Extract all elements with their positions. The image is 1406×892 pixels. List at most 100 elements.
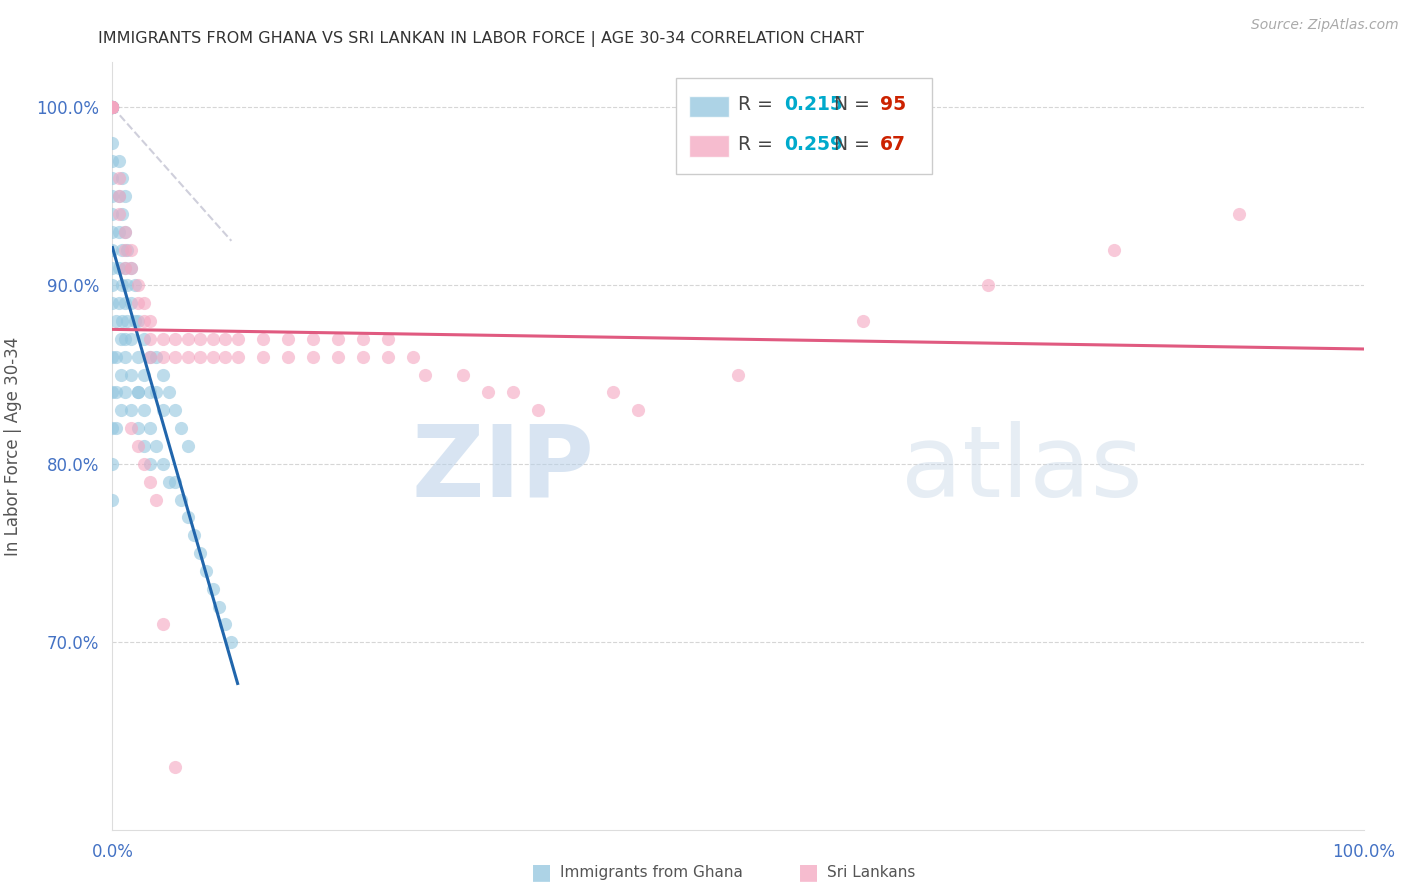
Point: [127, 350, 149, 364]
Point: [101, 278, 124, 293]
Point: [277, 332, 299, 346]
Point: [852, 314, 875, 328]
Point: [107, 296, 129, 310]
Point: [101, 189, 124, 203]
Point: [201, 582, 224, 596]
Point: [114, 260, 136, 275]
Point: [502, 385, 524, 400]
Point: [727, 368, 749, 382]
Text: 95: 95: [880, 95, 905, 114]
Point: [117, 278, 139, 293]
FancyBboxPatch shape: [689, 95, 730, 117]
Point: [183, 528, 205, 542]
Point: [139, 350, 162, 364]
Point: [152, 457, 174, 471]
Point: [101, 100, 124, 114]
Point: [132, 403, 155, 417]
Y-axis label: In Labor Force | Age 30-34: In Labor Force | Age 30-34: [4, 336, 22, 556]
Point: [101, 243, 124, 257]
Point: [107, 153, 129, 168]
Point: [163, 332, 186, 346]
Point: [101, 421, 124, 435]
Point: [120, 403, 142, 417]
Point: [176, 439, 198, 453]
Text: ■: ■: [531, 863, 551, 882]
Point: [176, 510, 198, 524]
Point: [139, 314, 162, 328]
Point: [101, 136, 124, 150]
Point: [101, 100, 124, 114]
Point: [101, 296, 124, 310]
Point: [163, 403, 186, 417]
Point: [101, 350, 124, 364]
Point: [127, 439, 149, 453]
Point: [139, 350, 162, 364]
Point: [226, 350, 249, 364]
Point: [977, 278, 1000, 293]
Point: [214, 617, 236, 632]
Point: [120, 260, 142, 275]
Point: [105, 421, 128, 435]
Point: [101, 225, 124, 239]
Point: [627, 403, 650, 417]
Text: 0.215: 0.215: [785, 95, 844, 114]
Point: [101, 100, 124, 114]
Point: [101, 100, 124, 114]
Point: [107, 260, 129, 275]
Text: Sri Lankans: Sri Lankans: [827, 865, 915, 880]
Point: [101, 100, 124, 114]
Point: [101, 100, 124, 114]
Text: IMMIGRANTS FROM GHANA VS SRI LANKAN IN LABOR FORCE | AGE 30-34 CORRELATION CHART: IMMIGRANTS FROM GHANA VS SRI LANKAN IN L…: [98, 31, 865, 47]
Text: 0.259: 0.259: [785, 135, 844, 154]
Point: [107, 171, 129, 186]
Point: [195, 564, 218, 578]
Point: [214, 332, 236, 346]
Point: [124, 314, 146, 328]
Point: [101, 100, 124, 114]
Point: [105, 385, 128, 400]
Point: [326, 350, 349, 364]
Point: [132, 439, 155, 453]
Point: [527, 403, 550, 417]
Text: Source: ZipAtlas.com: Source: ZipAtlas.com: [1251, 18, 1399, 32]
Point: [120, 260, 142, 275]
Point: [120, 243, 142, 257]
Point: [277, 350, 299, 364]
Point: [1227, 207, 1250, 221]
Point: [114, 189, 136, 203]
Point: [127, 296, 149, 310]
Point: [111, 278, 134, 293]
Point: [188, 332, 211, 346]
Point: [114, 243, 136, 257]
Point: [101, 171, 124, 186]
Point: [114, 332, 136, 346]
Point: [176, 332, 198, 346]
Point: [326, 332, 349, 346]
Point: [252, 350, 274, 364]
Point: [101, 153, 124, 168]
Point: [208, 599, 231, 614]
Text: N =: N =: [823, 95, 876, 114]
Point: [132, 332, 155, 346]
Point: [188, 546, 211, 560]
Point: [145, 350, 167, 364]
FancyBboxPatch shape: [675, 78, 932, 174]
Point: [114, 225, 136, 239]
Point: [127, 385, 149, 400]
Point: [157, 385, 180, 400]
Point: [477, 385, 499, 400]
Point: [132, 296, 155, 310]
Point: [107, 207, 129, 221]
Point: [124, 278, 146, 293]
Point: [377, 332, 399, 346]
Point: [1102, 243, 1125, 257]
Point: [301, 350, 323, 364]
Point: [110, 332, 132, 346]
Text: ■: ■: [799, 863, 818, 882]
Text: Immigrants from Ghana: Immigrants from Ghana: [560, 865, 742, 880]
Point: [101, 100, 124, 114]
Point: [111, 243, 134, 257]
Point: [402, 350, 425, 364]
Point: [120, 368, 142, 382]
Point: [105, 350, 128, 364]
